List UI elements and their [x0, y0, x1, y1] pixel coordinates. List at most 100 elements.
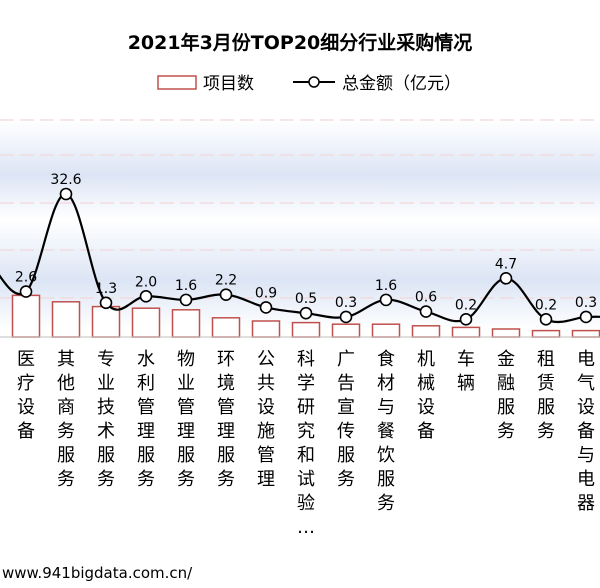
- category-label-char: 务: [337, 469, 355, 490]
- data-label: 0.2: [455, 297, 477, 313]
- bar: [131, 307, 161, 338]
- category-label-char: 科: [297, 349, 315, 370]
- category-label-char: 服: [217, 445, 235, 466]
- category-label-char: 务: [57, 421, 75, 442]
- category-label-char: 境: [217, 373, 235, 394]
- line-point: [539, 313, 553, 326]
- category-label-char: 设: [577, 397, 595, 418]
- category-label-char: 餐: [377, 421, 395, 442]
- category-label-char: 车: [457, 349, 475, 370]
- line-point: [259, 301, 273, 314]
- category-label-char: 专: [97, 349, 115, 370]
- category-label-char: 备: [417, 421, 435, 442]
- category-label-char: 电: [577, 349, 595, 370]
- category-label-char: 饮: [377, 445, 395, 466]
- line-point: [339, 310, 353, 324]
- category-label-char: 备: [17, 421, 35, 442]
- category-label-char: 务: [537, 421, 555, 442]
- category-label-char: 术: [97, 421, 115, 442]
- category-label-char: 理: [257, 469, 275, 490]
- source-url: www.941bigdata.com.cn/: [2, 564, 193, 582]
- category-label-char: 务: [137, 469, 155, 490]
- data-label: 1.3: [95, 281, 117, 297]
- data-label: 4.7: [495, 256, 517, 272]
- category-label-char: 业: [97, 373, 115, 394]
- category-label-char: 服: [177, 445, 195, 466]
- line-point: [179, 293, 193, 307]
- category-label-char: 备: [577, 421, 595, 442]
- category-label-char: 施: [257, 421, 275, 442]
- category-label-char: 气: [577, 373, 595, 394]
- bar: [51, 301, 81, 338]
- bar: [211, 317, 241, 338]
- line-point: [19, 285, 33, 298]
- category-label-char: 务: [497, 421, 515, 442]
- line-point: [59, 187, 73, 201]
- bar: [251, 320, 281, 338]
- line-point: [419, 305, 433, 318]
- category-label-char: 和: [297, 445, 315, 466]
- category-label-char: 其: [57, 349, 75, 370]
- category-label-char: 环: [217, 349, 235, 370]
- data-label: 0.9: [255, 285, 277, 301]
- category-label-char: 究: [297, 421, 315, 442]
- category-label-char: 试: [297, 469, 315, 490]
- bar: [91, 305, 121, 338]
- category-label-char: 租: [537, 349, 555, 370]
- category-label-char: 融: [497, 373, 515, 394]
- category-label-char: 他: [57, 373, 75, 394]
- category-label-char: 电: [577, 469, 595, 490]
- category-label-char: 管: [217, 397, 235, 418]
- category-label-char: 设: [257, 397, 275, 418]
- chart-title: 2021年3月份TOP20细分行业采购情况: [128, 31, 473, 54]
- category-label-char: 务: [57, 469, 75, 490]
- category-label-char: 赁: [537, 373, 555, 394]
- bar: [291, 321, 321, 338]
- line-point: [379, 293, 393, 307]
- data-label: 2.6: [15, 270, 37, 286]
- category-label-char: 服: [377, 469, 395, 490]
- category-label-char: 共: [257, 373, 275, 394]
- category-label-char: 管: [177, 397, 195, 418]
- category-label-char: 广: [337, 349, 355, 370]
- data-label: 0.3: [575, 295, 597, 311]
- line-point: [99, 296, 113, 310]
- category-label-char: 服: [137, 445, 155, 466]
- category-label-char: 辆: [457, 373, 475, 394]
- category-label-char: 食: [377, 349, 395, 370]
- line-point: [219, 288, 233, 301]
- category-label-char: 学: [297, 373, 315, 394]
- bar: [531, 329, 561, 338]
- category-label-char: 与: [377, 397, 395, 418]
- bar: [451, 326, 481, 338]
- series-line-total-amount: [0, 192, 600, 324]
- category-label-char: 商: [57, 397, 75, 418]
- data-labels-layer: 2.6 32.6 1.3 2.0 1.6 2.2 0.9 0.5 0.3 1.6 0.6 0.2 4.7…: [15, 172, 597, 313]
- category-label-char: 设: [17, 397, 35, 418]
- data-label: 2.0: [135, 274, 157, 290]
- category-labels-layer: 医疗设备其他商务服务专业技术服务水利管理服务物业管理服务环境管理服务公共设施管理…: [17, 349, 595, 538]
- line-point: [139, 290, 153, 303]
- data-label: 0.5: [295, 291, 317, 307]
- category-label-char: 务: [97, 469, 115, 490]
- category-label-char: 传: [337, 421, 355, 442]
- category-label-char: 设: [417, 397, 435, 418]
- category-label-char: 验: [297, 493, 315, 514]
- category-label-char: 宣: [337, 397, 355, 418]
- bar: [571, 329, 600, 338]
- legend-swatch-marker: [308, 76, 320, 88]
- category-label-char: 服: [497, 397, 515, 418]
- category-label-char: 公: [257, 349, 275, 370]
- category-label-char: 业: [177, 373, 195, 394]
- gridlines: [0, 119, 600, 299]
- data-label: 0.2: [535, 297, 557, 313]
- bar: [171, 309, 201, 338]
- bar: [491, 328, 521, 338]
- legend-label-line: 总金额（亿元）: [342, 74, 461, 94]
- data-label: 0.3: [335, 295, 357, 311]
- category-label-char: 材: [377, 373, 395, 394]
- category-label-char: 务: [217, 469, 235, 490]
- background-band: [0, 120, 600, 220]
